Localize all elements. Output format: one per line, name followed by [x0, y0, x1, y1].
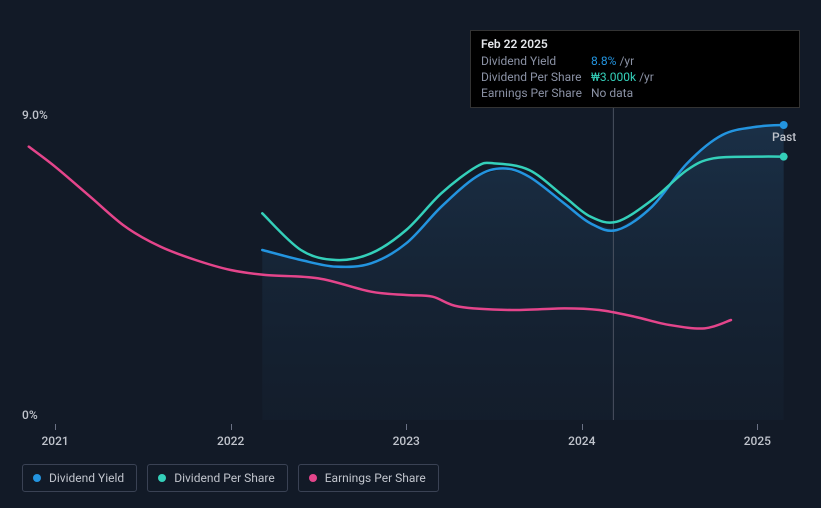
- legend-dot: [158, 474, 166, 482]
- legend-label: Dividend Yield: [49, 471, 124, 485]
- tooltip-date: Feb 22 2025: [481, 37, 789, 51]
- x-axis-tick: [55, 424, 56, 430]
- legend-label: Earnings Per Share: [325, 471, 426, 485]
- legend-dot: [33, 474, 41, 482]
- x-axis-tick: [231, 424, 232, 430]
- y-axis-min-label: 0%: [22, 408, 38, 422]
- area-fill: [262, 125, 783, 420]
- x-axis-label: 2023: [393, 434, 420, 448]
- y-axis-max-label: 9.0%: [22, 108, 48, 122]
- tooltip-row: Earnings Per ShareNo data: [481, 85, 789, 101]
- x-axis-label: 2025: [744, 434, 771, 448]
- tooltip-value: ₩3.000k/yr: [591, 70, 654, 84]
- tooltip-key: Dividend Per Share: [481, 70, 591, 84]
- x-axis-label: 2021: [41, 434, 68, 448]
- legend-item[interactable]: Earnings Per Share: [298, 464, 439, 492]
- legend-item[interactable]: Dividend Yield: [22, 464, 137, 492]
- tooltip-row: Dividend Per Share₩3.000k/yr: [481, 69, 789, 85]
- tooltip-row: Dividend Yield8.8%/yr: [481, 53, 789, 69]
- tooltip-key: Earnings Per Share: [481, 86, 591, 100]
- legend-label: Dividend Per Share: [174, 471, 275, 485]
- x-axis-label: 2022: [217, 434, 244, 448]
- series-end-marker: [780, 121, 788, 129]
- tooltip-key: Dividend Yield: [481, 54, 591, 68]
- x-axis-tick: [406, 424, 407, 430]
- legend-dot: [309, 474, 317, 482]
- past-label: Past: [772, 130, 796, 144]
- x-axis-tick: [757, 424, 758, 430]
- chart-container: 9.0% 0% 2021 2022 2023 2024 2025 Past Feb 22…: [0, 0, 821, 508]
- series-end-marker: [780, 153, 788, 161]
- x-axis-tick: [582, 424, 583, 430]
- legend: Dividend Yield Dividend Per Share Earnings…: [22, 464, 439, 492]
- x-axis-label: 2024: [568, 434, 595, 448]
- legend-item[interactable]: Dividend Per Share: [147, 464, 288, 492]
- tooltip-value: 8.8%/yr: [591, 54, 634, 68]
- tooltip-value: No data: [591, 86, 633, 100]
- chart-tooltip: Feb 22 2025 Dividend Yield8.8%/yrDividen…: [470, 30, 800, 108]
